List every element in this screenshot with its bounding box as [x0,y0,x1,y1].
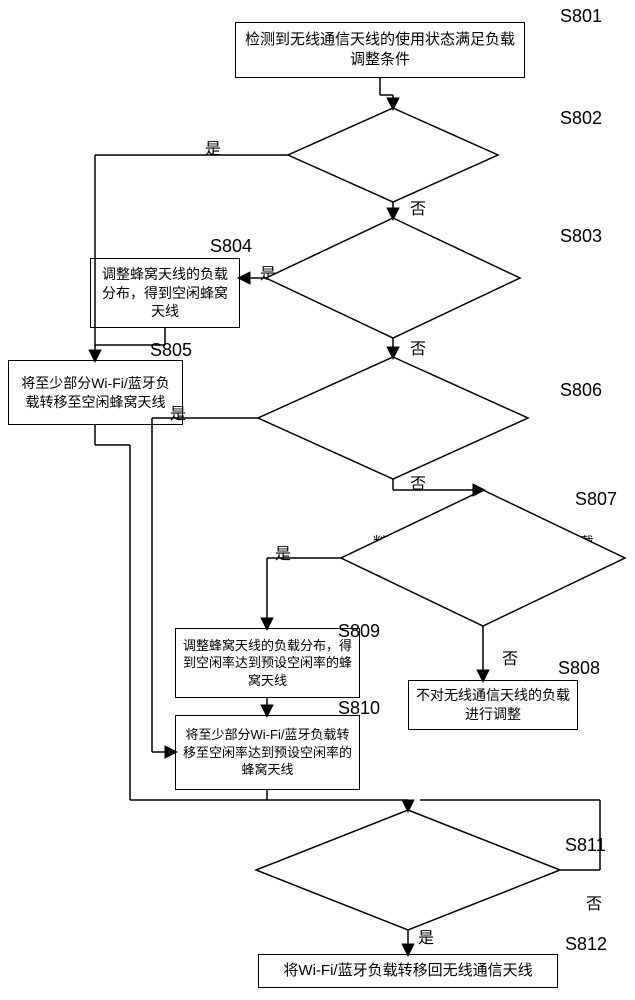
node-s805-text: 将至少部分Wi-Fi/蓝牙负载转移至空闲蜂窝天线 [15,374,176,412]
node-s807-text-wrap: 判断是否可以通过调整蜂窝天线的负载分布，得到空闲率达到预设空闲率的蜂窝天线 [368,508,598,608]
edge-s803-yes: 是 [260,260,276,284]
node-s801: 检测到无线通信天线的使用状态满足负载调整条件 [235,22,525,78]
node-s808-text: 不对无线通信天线的负载进行调整 [415,686,571,724]
node-s806-text: 判断是否存在空闲率达到预设空闲率的蜂窝天线 [298,402,498,435]
node-s804-text: 调整蜂窝天线的负载分布，得到空闲蜂窝天线 [97,265,233,322]
edge-s806-no: 否 [410,470,426,494]
node-s809: 调整蜂窝天线的负载分布，得到空闲率达到预设空闲率的蜂窝天线 [175,628,360,698]
node-s803-text: 判断是否可以通过调整蜂窝天线的负载分布，得到空闲蜂窝天线 [300,262,490,295]
label-s810: S810 [338,698,380,719]
node-s807-text: 判断是否可以通过调整蜂窝天线的负载分布，得到空闲率达到预设空闲率的蜂窝天线 [368,534,598,583]
flowchart-edges [0,0,635,1000]
node-s810-text: 将至少部分Wi-Fi/蓝牙负载转移至空闲率达到预设空闲率的蜂窝天线 [182,726,353,779]
node-s805: 将至少部分Wi-Fi/蓝牙负载转移至空闲蜂窝天线 [8,360,183,425]
label-s807: S807 [575,489,617,510]
label-s801: S801 [560,6,602,27]
label-s805: S805 [150,340,192,361]
label-s812: S812 [565,934,607,955]
label-s802: S802 [560,108,602,129]
label-s811: S811 [565,835,606,856]
edge-s802-yes: 是 [205,135,221,159]
label-s808: S808 [558,658,600,679]
node-s801-text: 检测到无线通信天线的使用状态满足负载调整条件 [242,30,518,71]
edge-s807-no: 否 [502,645,518,669]
node-s810: 将至少部分Wi-Fi/蓝牙负载转移至空闲率达到预设空闲率的蜂窝天线 [175,715,360,790]
label-s803: S803 [560,226,602,247]
node-s802-text-wrap: 判断是否存在空闲蜂窝天线 [328,125,458,185]
node-s806-text-wrap: 判断是否存在空闲率达到预设空闲率的蜂窝天线 [298,378,498,458]
node-s812-text: 将Wi-Fi/蓝牙负载转移回无线通信天线 [283,961,532,981]
node-s811-text-wrap: 判断是否检测到使用被Wi-Fi/蓝牙负载占用的蜂窝天线进行蜂窝数据传输的请求 [290,825,520,915]
edge-s807-yes: 是 [275,540,291,564]
edge-s811-yes: 是 [418,924,434,948]
node-s803-text-wrap: 判断是否可以通过调整蜂窝天线的负载分布，得到空闲蜂窝天线 [300,238,490,318]
node-s808: 不对无线通信天线的负载进行调整 [408,680,578,730]
edge-s811-no: 否 [586,890,602,914]
node-s802-text: 判断是否存在空闲蜂窝天线 [328,138,458,173]
node-s804: 调整蜂窝天线的负载分布，得到空闲蜂窝天线 [90,258,240,328]
edge-s806-yes: 是 [170,400,186,424]
label-s806: S806 [560,380,602,401]
node-s809-text: 调整蜂窝天线的负载分布，得到空闲率达到预设空闲率的蜂窝天线 [182,637,353,690]
edge-s803-no: 否 [410,335,426,359]
node-s812: 将Wi-Fi/蓝牙负载转移回无线通信天线 [258,954,558,988]
label-s804: S804 [210,236,252,257]
edge-s802-no: 否 [410,195,426,219]
label-s809: S809 [338,621,380,642]
node-s811-text: 判断是否检测到使用被Wi-Fi/蓝牙负载占用的蜂窝天线进行蜂窝数据传输的请求 [290,854,520,887]
